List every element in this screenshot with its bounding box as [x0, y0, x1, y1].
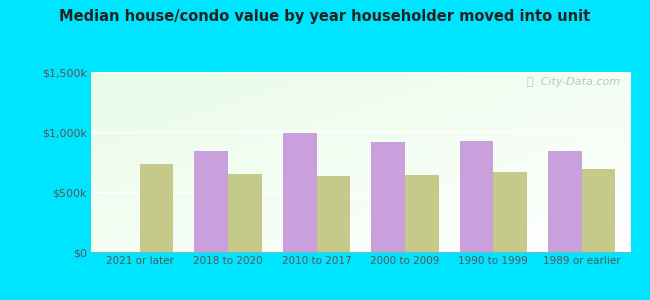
- Bar: [283, 133, 317, 252]
- Bar: [405, 175, 439, 252]
- Text: ⓘ  City-Data.com: ⓘ City-Data.com: [526, 77, 619, 87]
- Bar: [582, 169, 616, 252]
- Bar: [460, 141, 493, 252]
- Bar: [548, 151, 582, 252]
- Bar: [493, 172, 527, 252]
- Bar: [371, 142, 405, 252]
- Bar: [140, 164, 174, 252]
- Bar: [317, 176, 350, 252]
- Bar: [194, 151, 228, 252]
- Bar: [228, 174, 262, 252]
- Text: Median house/condo value by year householder moved into unit: Median house/condo value by year househo…: [59, 9, 591, 24]
- Legend: North El Monte, California: North El Monte, California: [249, 298, 473, 300]
